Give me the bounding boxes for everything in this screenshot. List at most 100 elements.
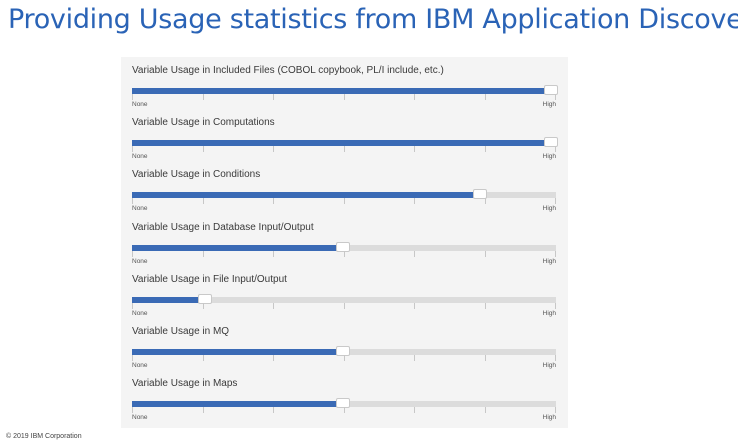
slider-tick	[344, 355, 345, 361]
slider-min-label: None	[132, 309, 148, 317]
slider-ticks	[132, 94, 556, 100]
slider-tick	[414, 407, 415, 414]
slider-tick	[203, 146, 204, 153]
slider-tick	[273, 94, 274, 100]
slider-ticks	[132, 250, 556, 257]
slider-tick	[132, 407, 133, 414]
slider-track[interactable]	[132, 293, 556, 304]
slider-tick	[344, 94, 345, 100]
slider-track[interactable]	[132, 85, 558, 95]
slider-min-label: None	[132, 101, 148, 108]
slider-tick	[344, 250, 345, 257]
slider-thumb[interactable]	[544, 85, 558, 95]
slider-tick	[203, 407, 204, 414]
slider-tick	[414, 198, 415, 205]
slider-tick	[414, 146, 415, 153]
slider-fill	[132, 140, 549, 147]
slider-label: Variable Usage in Computations	[132, 117, 275, 129]
slider-label: Variable Usage in File Input/Output	[132, 273, 287, 285]
slider-track[interactable]	[132, 137, 558, 148]
slider-fill	[132, 401, 341, 408]
slider-tick	[555, 146, 556, 153]
slider-track[interactable]	[132, 398, 556, 409]
slider-thumb[interactable]	[336, 346, 350, 356]
slider-tick	[132, 146, 133, 153]
slider-label: Variable Usage in Included Files (COBOL …	[132, 65, 444, 76]
slider-ticks	[132, 355, 556, 361]
slider-tick	[132, 94, 133, 100]
slider-tick	[555, 250, 556, 257]
usage-slider: Variable Usage in Database Input/Output N…	[132, 222, 560, 274]
slider-tick	[485, 250, 486, 257]
slider-tick	[203, 198, 204, 205]
slider-tick	[273, 146, 274, 153]
slider-tick	[132, 355, 133, 361]
slider-min-label: None	[132, 257, 148, 265]
slider-tick	[273, 250, 274, 257]
slider-tick	[273, 355, 274, 361]
slider-track[interactable]	[132, 241, 556, 252]
slider-track[interactable]	[132, 346, 556, 356]
slider-tick	[344, 302, 345, 309]
slider-tick	[203, 94, 204, 100]
page-title: Providing Usage statistics from IBM Appl…	[8, 4, 738, 35]
slider-tick	[132, 250, 133, 257]
slider-tick	[485, 355, 486, 361]
slider-min-label: None	[132, 414, 148, 422]
slider-tick	[485, 407, 486, 414]
slider-fill	[132, 88, 549, 94]
slider-tick	[555, 94, 556, 100]
slider-tick	[203, 302, 204, 309]
slider-ticks	[132, 407, 556, 414]
slider-label: Variable Usage in MQ	[132, 326, 230, 337]
usage-slider: Variable Usage in Included Files (COBOL …	[132, 65, 560, 117]
slider-thumb[interactable]	[336, 398, 350, 409]
slider-tick	[344, 198, 345, 205]
slider-fill	[132, 296, 203, 303]
slider-tick	[414, 302, 415, 309]
slider-thumb[interactable]	[336, 241, 350, 252]
copyright-notice: © 2019 IBM Corporation	[6, 433, 82, 440]
slider-min-label: None	[132, 362, 148, 369]
slider-tick	[485, 146, 486, 153]
slider-fill	[132, 244, 341, 251]
slider-track[interactable]	[132, 189, 556, 200]
usage-slider: Variable Usage in MQ None High	[132, 326, 560, 378]
usage-slider: Variable Usage in Conditions None High	[132, 169, 560, 221]
slider-tick	[203, 355, 204, 361]
slider-max-label: High	[542, 257, 556, 265]
slider-tick	[414, 94, 415, 100]
slider-max-label: High	[542, 362, 556, 369]
usage-sliders-panel: Variable Usage in Included Files (COBOL …	[121, 57, 568, 428]
slider-label: Variable Usage in Conditions	[132, 169, 261, 181]
usage-slider: Variable Usage in Maps None High	[132, 378, 560, 430]
slider-tick	[344, 146, 345, 153]
slider-tick	[555, 198, 556, 205]
slider-tick	[414, 250, 415, 257]
slider-max-label: High	[542, 309, 556, 317]
slider-tick	[555, 407, 556, 414]
slider-thumb[interactable]	[544, 137, 558, 148]
slider-tick	[485, 302, 486, 309]
slider-ticks	[132, 146, 556, 153]
slider-thumb[interactable]	[198, 293, 212, 304]
slider-max-label: High	[542, 414, 556, 422]
slider-label: Variable Usage in Database Input/Output	[132, 221, 314, 233]
usage-slider: Variable Usage in Computations None High	[132, 117, 560, 169]
slider-tick	[485, 198, 486, 205]
slider-tick	[414, 355, 415, 361]
slider-tick	[273, 198, 274, 205]
slider-ticks	[132, 198, 556, 205]
slider-fill	[132, 349, 341, 355]
slider-max-label: High	[542, 153, 556, 161]
usage-slider: Variable Usage in File Input/Output None H…	[132, 274, 560, 326]
slider-min-label: None	[132, 153, 148, 161]
slider-tick	[344, 407, 345, 414]
slider-thumb[interactable]	[473, 189, 487, 200]
slider-tick	[555, 302, 556, 309]
slider-max-label: High	[542, 101, 556, 108]
slider-max-label: High	[542, 205, 556, 213]
slider-label: Variable Usage in Maps	[132, 378, 238, 390]
slider-min-label: None	[132, 205, 148, 213]
